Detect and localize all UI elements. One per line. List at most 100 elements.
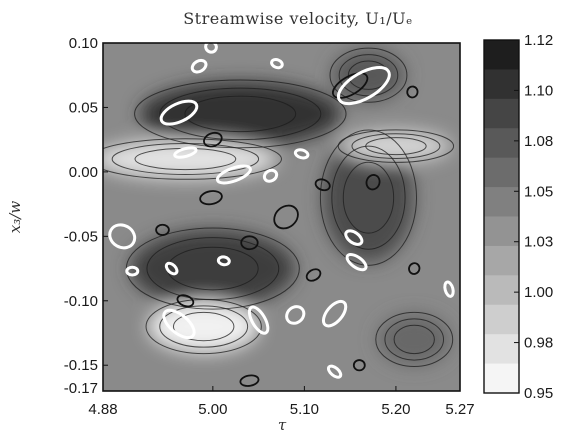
black-ellipse-marker — [365, 174, 381, 191]
y-tick-label: 0.05 — [69, 99, 98, 116]
x-tick-label: 5.00 — [198, 401, 227, 418]
white-ellipse-marker — [443, 280, 455, 298]
colorbar-band — [484, 363, 519, 394]
colorbar-band — [484, 157, 519, 188]
black-ellipse-marker — [352, 359, 366, 372]
white-ellipse-marker — [164, 261, 179, 276]
x-axis-ticks: 4.88 5.00 5.10 5.20 5.27 — [88, 386, 475, 418]
black-ellipse-marker — [155, 223, 170, 236]
colorbar-band — [484, 275, 519, 306]
contour-line — [329, 47, 408, 103]
contour-line — [342, 161, 395, 234]
colorbar-band — [484, 216, 519, 247]
black-ellipse-marker — [273, 204, 299, 230]
white-ellipse-marker — [159, 99, 199, 126]
colorbar-band — [484, 304, 519, 335]
contour-line — [134, 79, 347, 149]
x-axis-label: τ — [278, 416, 287, 434]
field-region — [331, 49, 406, 101]
contour-line — [337, 129, 455, 163]
chart-title: Streamwise velocity, U₁/Uₑ — [183, 9, 413, 28]
contour-line — [159, 87, 322, 141]
colorbar-band — [484, 245, 519, 276]
black-ellipse-marker — [239, 374, 260, 387]
colorbar-tick-label: 1.00 — [524, 284, 553, 301]
contour-line — [319, 129, 418, 266]
x-tick-label: 5.20 — [381, 401, 410, 418]
y-tick-label: -0.05 — [64, 228, 98, 245]
colorbar-band — [484, 69, 519, 100]
contour-line — [184, 95, 297, 133]
y-axis-ticks: 0.10 0.05 0.00 -0.05 -0.10 -0.15 -0.17 — [64, 35, 108, 397]
x-tick-label: 4.88 — [88, 401, 117, 418]
colorbar-tick-label: 0.95 — [524, 385, 553, 402]
white-ellipse-marker — [190, 58, 208, 74]
contour-line — [375, 311, 454, 368]
contour-line — [172, 311, 235, 342]
contour-line — [331, 145, 406, 250]
white-ellipse-marker — [162, 308, 196, 340]
y-tick-label: 0.10 — [69, 35, 98, 52]
black-ellipse-marker — [199, 190, 223, 206]
contour-line — [351, 133, 441, 159]
field-region — [322, 133, 415, 263]
black-ellipse-marker — [305, 268, 322, 282]
white-ellipse-marker — [270, 58, 284, 70]
white-ellipse-marker — [262, 168, 279, 183]
contour-plot-area — [102, 42, 461, 392]
colorbar-band — [484, 187, 519, 217]
black-ellipse-marker — [406, 85, 419, 99]
colorbar-tick-label: 0.98 — [524, 335, 553, 352]
white-ellipse-marker — [216, 255, 231, 267]
field-region — [341, 130, 451, 162]
colorbar-band — [484, 334, 519, 365]
colorbar: 1.12 1.10 1.08 1.05 1.03 1.00 0.98 0.95 — [483, 32, 553, 402]
white-ellipse-marker — [344, 229, 364, 246]
white-ellipse-marker — [125, 265, 140, 277]
y-axis-label: x₃/w — [6, 201, 24, 234]
x-tick-label: 5.10 — [290, 401, 319, 418]
field-region — [377, 313, 451, 366]
black-ellipse-marker — [408, 262, 421, 275]
colorbar-band — [484, 98, 519, 129]
contour-line — [338, 54, 399, 97]
field-region — [139, 81, 341, 147]
black-ellipse-marker — [314, 178, 331, 192]
white-ellipse-marker — [215, 164, 252, 185]
colorbar-tick-label: 1.08 — [524, 133, 553, 150]
y-tick-label: -0.15 — [64, 357, 98, 374]
y-tick-label: -0.10 — [64, 293, 98, 310]
colorbar-tick-label: 1.10 — [524, 82, 553, 99]
colorbar-tick-label: 1.03 — [524, 234, 553, 251]
white-ellipse-marker — [345, 253, 368, 272]
contour-line — [103, 138, 282, 180]
y-tick-label: 0.00 — [69, 164, 98, 181]
contour-line — [365, 137, 427, 156]
colorbar-band — [484, 128, 519, 159]
colorbar-tick-label: 1.05 — [524, 183, 553, 200]
contour-line — [393, 324, 435, 355]
field-region — [130, 229, 296, 308]
white-ellipse-marker — [173, 146, 198, 159]
x-tick-label: 5.27 — [445, 401, 474, 418]
white-ellipse-marker — [247, 305, 270, 335]
white-ellipse-marker — [336, 65, 391, 106]
white-ellipse-marker — [108, 223, 137, 250]
contour-line — [159, 305, 249, 348]
black-ellipse-marker — [240, 235, 259, 251]
field-region — [148, 300, 259, 353]
colorbar-band — [484, 40, 519, 70]
white-ellipse-marker — [285, 305, 306, 325]
black-ellipse-marker — [332, 72, 369, 99]
contour-line — [111, 143, 260, 175]
plot-frame — [102, 42, 461, 392]
colorbar-tick-label: 1.12 — [524, 32, 553, 49]
white-ellipse-marker — [293, 148, 310, 160]
black-ellipse-marker — [176, 294, 195, 308]
black-ellipse-marker — [203, 131, 223, 148]
y-tick-label: -0.17 — [64, 380, 98, 397]
white-ellipse-marker — [326, 364, 343, 379]
white-ellipse-marker — [321, 299, 348, 328]
contour-line — [145, 298, 262, 355]
